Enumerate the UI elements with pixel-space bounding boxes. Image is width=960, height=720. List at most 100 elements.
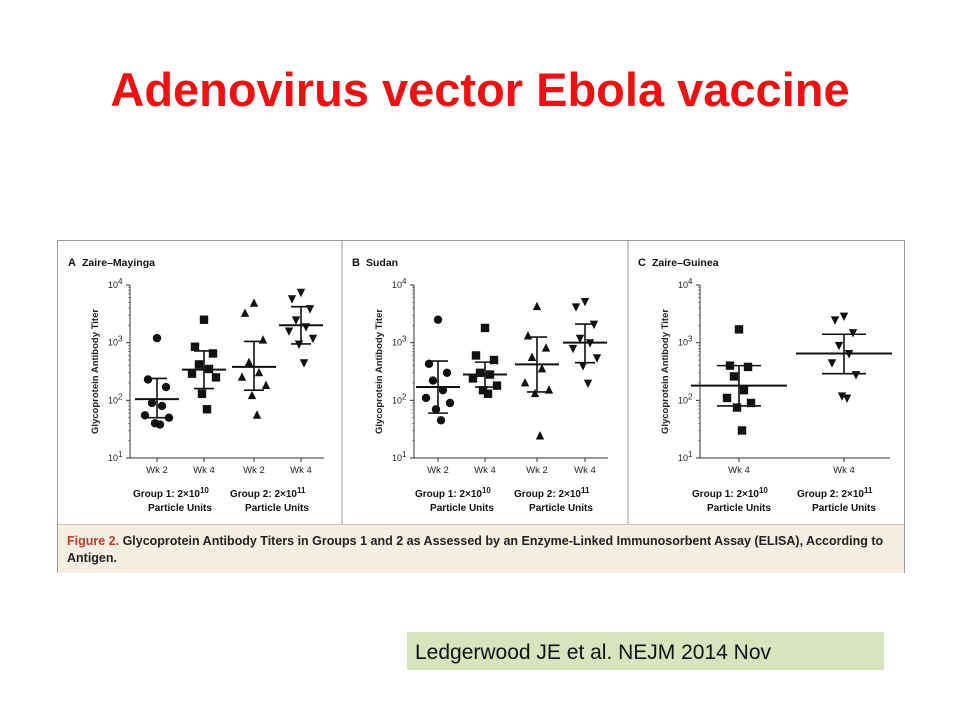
data-point [249, 298, 259, 307]
data-point [247, 390, 257, 400]
data-point [746, 398, 756, 408]
data-point [489, 355, 499, 365]
figure-panels: A Zaire–Mayinga 101 102 103 104 Glycoprotein A… [68, 241, 892, 524]
data-point [480, 323, 490, 333]
data-point [240, 308, 250, 317]
panel-b: B Sudan 101 102 103 104 Glycoprotein Antibody … [352, 257, 608, 514]
y-tick-label: 102 [392, 392, 407, 405]
data-point [258, 335, 268, 344]
group-label-line1: Group 1: 2×1010 [692, 486, 768, 500]
data-point [478, 385, 488, 395]
y-tick-label: 101 [108, 450, 123, 463]
panel-title: Zaire–Mayinga [82, 257, 155, 269]
x-tick-label: Wk 4 [728, 465, 750, 476]
citation-box: Ledgerwood JE et al. NEJM 2014 Nov [407, 632, 884, 670]
data-point [583, 379, 593, 388]
data-point [421, 393, 431, 403]
data-point [428, 376, 438, 385]
data-point [284, 327, 294, 336]
data-point [287, 295, 297, 304]
data-point [468, 374, 478, 383]
group-label-line2: Particle Units [148, 503, 212, 514]
data-point [844, 350, 854, 359]
data-point [578, 362, 588, 371]
data-point [237, 372, 247, 381]
data-point [580, 297, 590, 307]
data-point [424, 359, 434, 369]
data-point [305, 305, 315, 314]
data-point [532, 301, 542, 311]
panel-dividers [341, 241, 629, 524]
y-tick-label: 101 [678, 450, 693, 463]
data-point [541, 343, 551, 352]
data-point [445, 398, 455, 408]
data-point [475, 368, 485, 378]
x-tick-label: Wk 4 [833, 465, 855, 476]
data-point [739, 385, 749, 395]
slide-title: Adenovirus vector Ebola vaccine [110, 63, 850, 116]
data-point [851, 371, 861, 380]
data-point [261, 380, 271, 390]
data-point [299, 359, 309, 368]
x-tick-label: Wk 2 [427, 465, 449, 476]
data-point [722, 393, 732, 403]
data-point [471, 351, 481, 360]
data-point [252, 410, 262, 419]
group-label-line1: Group 1: 2×1010 [415, 486, 491, 500]
data-point [431, 405, 441, 414]
y-axis-label: Glycoprotein Antibody Titer [90, 309, 101, 434]
y-axis-label: Glycoprotein Antibody Titer [660, 309, 671, 434]
y-tick-label: 104 [108, 277, 123, 290]
data-point [442, 368, 452, 378]
panel-letter: C [638, 257, 646, 269]
caption-text: Glycoprotein Antibody Titers in Groups 1… [67, 534, 884, 565]
data-point [204, 364, 214, 374]
data-point [147, 398, 157, 408]
data-point [161, 382, 171, 392]
data-point [530, 388, 540, 398]
panels-root: A Zaire–Mayinga 101 102 103 104 Glycoprotein A… [68, 257, 892, 514]
y-tick-label: 101 [392, 450, 407, 463]
x-tick-label: Wk 4 [574, 465, 596, 476]
panel-title: Zaire–Guinea [652, 257, 719, 269]
data-point [155, 420, 165, 429]
data-point [537, 363, 547, 373]
data-point [152, 333, 162, 343]
data-point [520, 377, 530, 387]
data-point [523, 331, 533, 340]
figure: A Zaire–Mayinga 101 102 103 104 Glycoprotein A… [57, 240, 905, 573]
data-point [199, 315, 209, 324]
data-point [164, 413, 174, 422]
data-point [734, 325, 744, 334]
data-point [837, 392, 847, 401]
x-tick-label: Wk 2 [526, 465, 548, 476]
data-point [140, 411, 150, 420]
data-point [575, 334, 585, 344]
data-point [830, 316, 840, 325]
data-point [592, 354, 602, 363]
data-point [848, 329, 858, 338]
data-point [725, 361, 735, 370]
caption-label: Figure 2. [67, 534, 120, 548]
y-tick-label: 104 [678, 277, 693, 290]
y-tick-label: 102 [108, 392, 123, 405]
data-point [568, 344, 578, 354]
data-point [483, 389, 493, 398]
data-point [438, 385, 448, 395]
figure-caption: Figure 2. Glycoprotein Antibody Titers i… [58, 524, 904, 573]
data-point [492, 381, 502, 390]
data-point [485, 370, 495, 379]
data-point [244, 357, 254, 367]
panel-letter: B [352, 257, 360, 269]
data-point [143, 375, 153, 384]
y-tick-label: 103 [678, 335, 693, 348]
data-point [535, 431, 545, 440]
data-point [839, 312, 849, 322]
data-point [729, 372, 739, 381]
y-tick-label: 103 [108, 335, 123, 348]
data-point [737, 426, 747, 435]
group-label-line1: Group 2: 2×1011 [797, 486, 873, 500]
data-point [589, 320, 599, 330]
data-point [211, 373, 221, 382]
data-point [842, 394, 852, 403]
